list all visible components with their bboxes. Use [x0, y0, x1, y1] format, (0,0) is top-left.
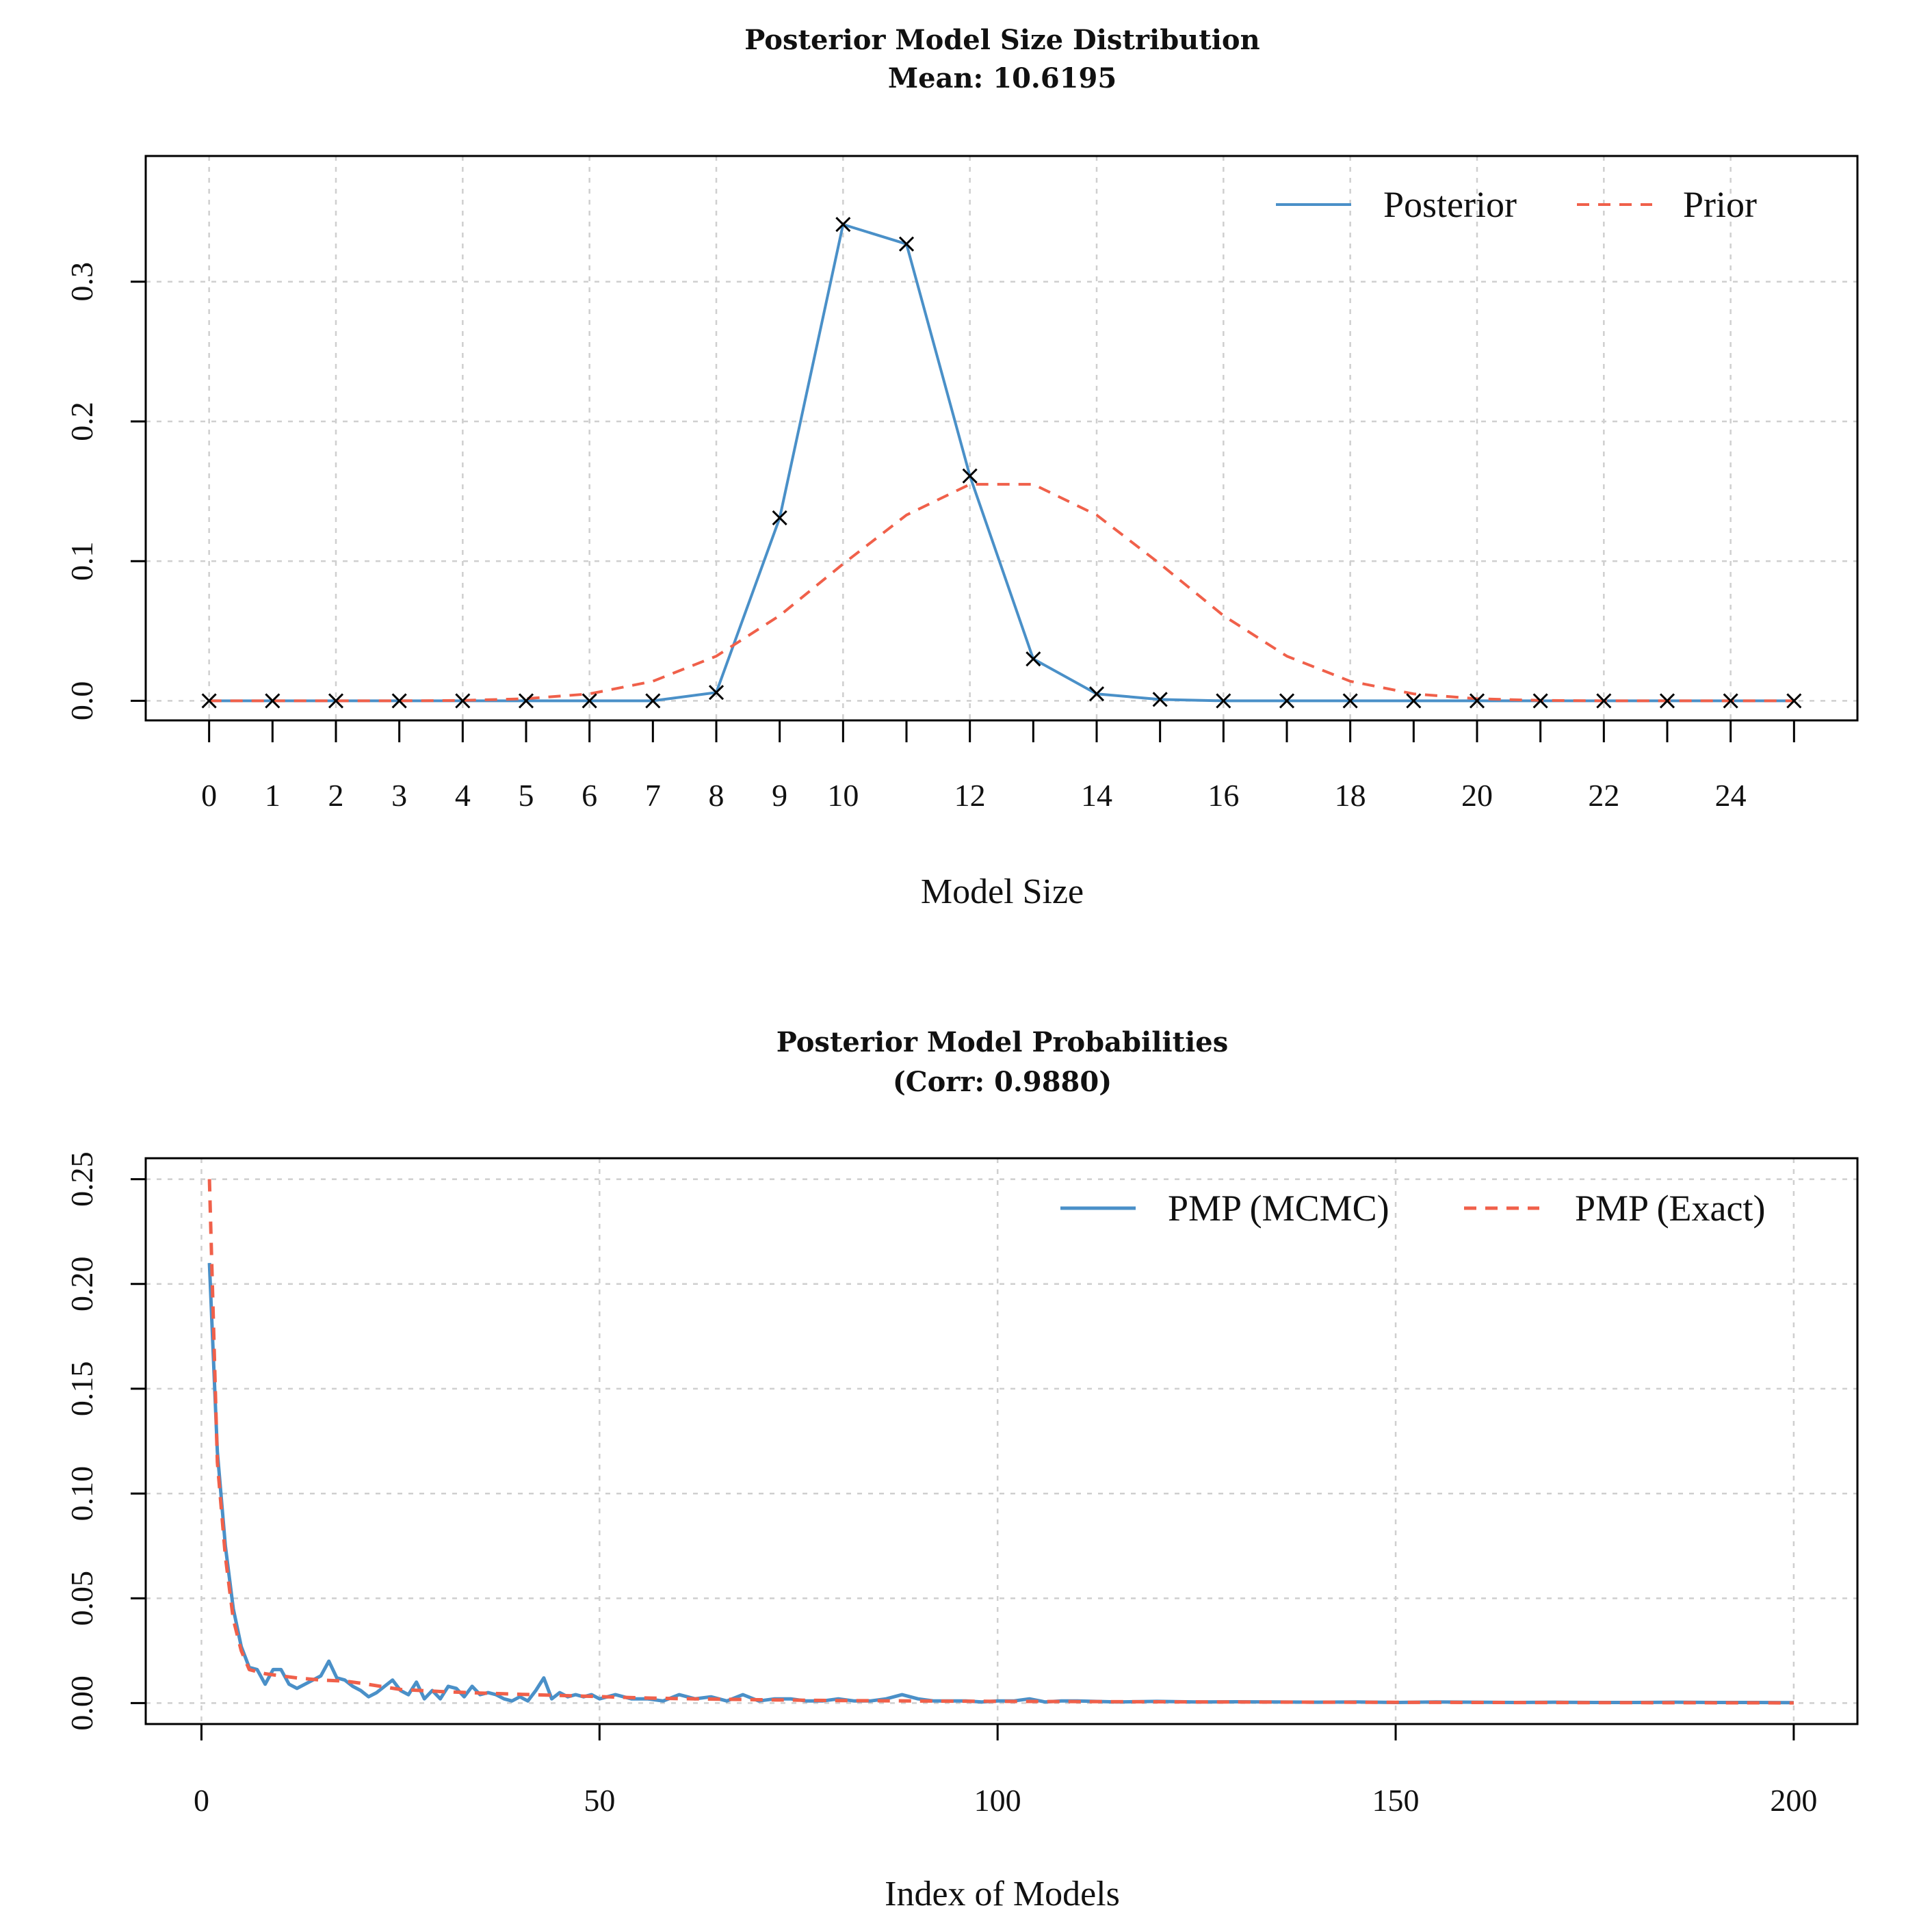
data-point [1279, 693, 1295, 709]
data-point [265, 693, 280, 709]
y-tick-label: 0.00 [64, 1675, 99, 1731]
data-point [898, 236, 915, 252]
data-point [1532, 693, 1548, 709]
data-point [772, 510, 787, 525]
legend: PMP (MCMC) PMP (Exact) [1060, 1188, 1765, 1229]
x-tick-label: 0 [194, 1783, 209, 1818]
x-tick-label: 20 [1461, 778, 1493, 813]
chart-title: Posterior Model Size Distribution [744, 24, 1259, 56]
chart-subtitle: Mean: 10.6195 [888, 62, 1117, 94]
legend-label-pmp-exact: PMP (Exact) [1575, 1188, 1765, 1229]
data-point [1026, 651, 1041, 667]
x-tick-label: 7 [645, 778, 661, 813]
x-tick-label: 12 [954, 778, 986, 813]
chart-title: Posterior Model Probabilities [776, 1026, 1229, 1058]
series-line-pmp-exact [207, 1179, 1794, 1705]
chart-subtitle: (Corr: 0.9880) [893, 1066, 1112, 1098]
data-point [1469, 693, 1485, 709]
series-line-prior [209, 482, 1794, 703]
data-point [1596, 693, 1612, 709]
x-tick-label: 50 [584, 1783, 615, 1818]
x-tick-label: 200 [1770, 1783, 1817, 1818]
x-tick-label: 6 [582, 778, 597, 813]
y-tick-label: 0.10 [64, 1466, 99, 1522]
data-point [1342, 693, 1358, 709]
x-tick-label: 24 [1715, 778, 1747, 813]
data-point [1723, 693, 1738, 709]
data-point [1088, 686, 1105, 702]
y-tick-label: 0.20 [64, 1257, 99, 1312]
x-axis-label: Index of Models [885, 1875, 1120, 1914]
x-tick-label: 18 [1335, 778, 1366, 813]
x-tick-label: 16 [1207, 778, 1239, 813]
plot-area [201, 217, 1802, 709]
legend-label-prior: Prior [1683, 184, 1757, 225]
data-point [1152, 692, 1168, 707]
series-line-posterior [209, 223, 1794, 703]
x-tick-label: 2 [328, 778, 344, 813]
y-tick-label: 0.05 [64, 1571, 99, 1626]
data-point [1786, 693, 1802, 709]
plot-area [207, 1179, 1794, 1705]
data-point [962, 468, 978, 484]
series-line-pmp-mcmc [207, 1262, 1794, 1705]
x-tick-label: 9 [772, 778, 787, 813]
plot-frame [144, 155, 1859, 722]
y-tick-label: 0.25 [64, 1151, 99, 1207]
data-point [1406, 693, 1422, 709]
legend: Posterior Prior [1276, 184, 1757, 225]
data-point [835, 217, 851, 233]
x-tick-label: 150 [1372, 1783, 1420, 1818]
data-point [328, 693, 344, 709]
x-tick-label: 10 [827, 778, 859, 813]
x-axis-label: Model Size [921, 872, 1084, 911]
panel-model-probabilities: Posterior Model Probabilities (Corr: 0.9… [64, 1026, 1859, 1914]
legend-label-posterior: Posterior [1383, 184, 1517, 225]
data-point [455, 693, 471, 709]
x-tick-label: 22 [1588, 778, 1619, 813]
data-point [582, 693, 597, 709]
x-tick-label: 3 [391, 778, 407, 813]
plot-frame [144, 1157, 1859, 1725]
axes: 0 1 2 3 4 5 6 7 8 9 10 12 14 16 18 20 22 240.00.10.20.3 [64, 262, 1795, 813]
x-tick-label: 14 [1081, 778, 1112, 813]
y-tick-label: 0.15 [64, 1361, 99, 1416]
data-point [708, 685, 724, 701]
x-tick-label: 8 [709, 778, 724, 813]
data-point [518, 693, 534, 709]
x-tick-label: 5 [519, 778, 534, 813]
x-tick-label: 100 [974, 1783, 1021, 1818]
data-point [1659, 693, 1675, 709]
data-point [1216, 693, 1231, 709]
axes: 0 50 100 150 200 0.00 0.05 0.10 0.15 0.20 0.25 [64, 1151, 1817, 1818]
y-tick-label: 0.1 [64, 541, 99, 581]
data-point [201, 693, 217, 709]
y-tick-label: 0.3 [64, 262, 99, 302]
y-tick-label: 0.0 [64, 681, 99, 721]
x-tick-label: 0 [201, 778, 217, 813]
data-point [391, 693, 407, 709]
panel-model-size: Posterior Model Size Distribution Mean: … [64, 24, 1859, 911]
grid [146, 1158, 1857, 1724]
x-tick-label: 1 [265, 778, 280, 813]
x-tick-label: 4 [455, 778, 471, 813]
legend-label-pmp-mcmc: PMP (MCMC) [1168, 1188, 1389, 1229]
y-tick-label: 0.2 [64, 402, 99, 441]
grid [146, 156, 1857, 720]
data-point [645, 693, 661, 709]
